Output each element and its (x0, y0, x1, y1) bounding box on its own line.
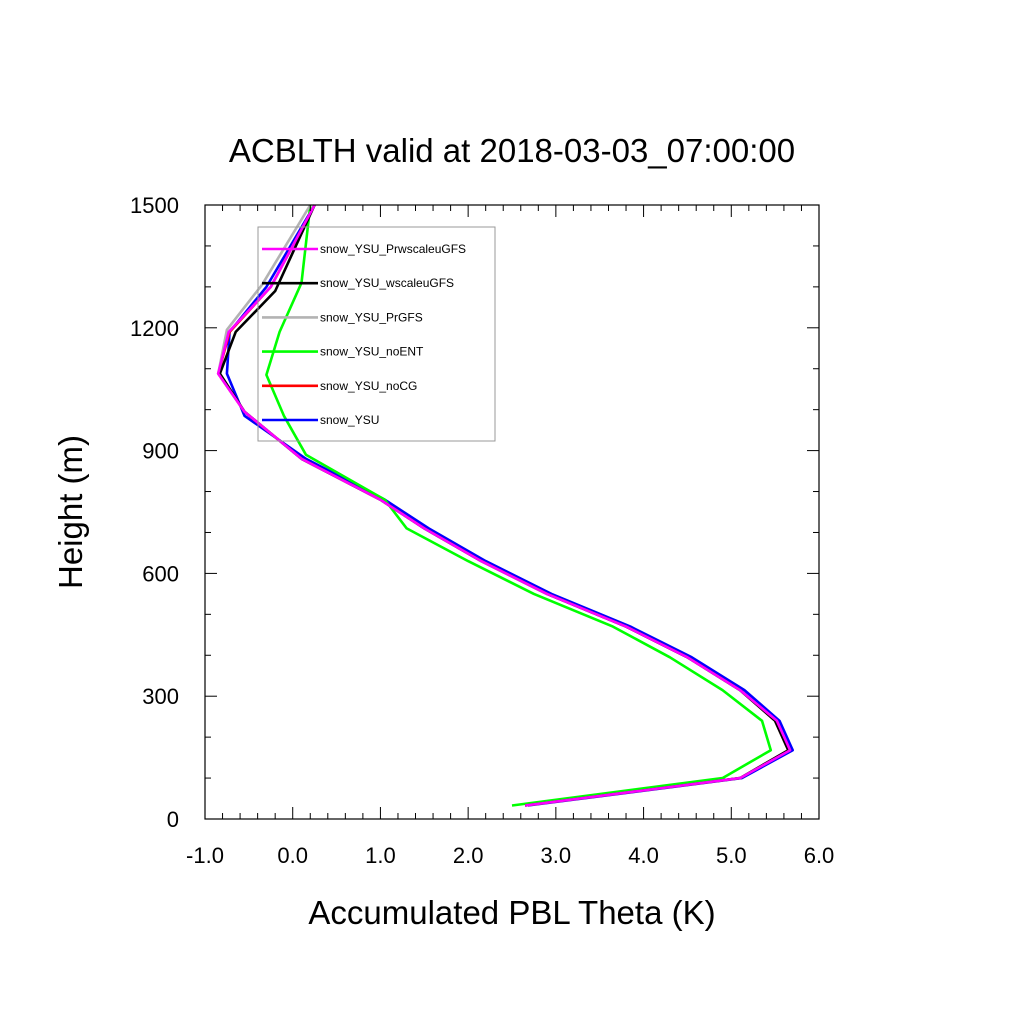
y-tick-label: 1500 (130, 193, 179, 218)
legend-label: snow_YSU_wscaleuGFS (320, 276, 454, 290)
x-tick-label: 4.0 (628, 843, 659, 868)
y-tick-label: 0 (167, 807, 179, 832)
series-layer (216, 204, 794, 807)
legend-box (257, 226, 496, 442)
x-tick-label: 2.0 (453, 843, 484, 868)
x-axis-label: Accumulated PBL Theta (K) (308, 894, 715, 931)
x-tick-label: 3.0 (541, 843, 572, 868)
y-tick-label: 1200 (130, 316, 179, 341)
y-tick-label: 900 (142, 439, 179, 464)
chart-title: ACBLTH valid at 2018-03-03_07:00:00 (229, 132, 795, 169)
y-tick-label: 300 (142, 684, 179, 709)
x-tick-label: 6.0 (804, 843, 835, 868)
series-line-0 (216, 204, 792, 807)
legend-label: snow_YSU (320, 413, 379, 427)
y-axis-label: Height (m) (52, 435, 89, 589)
x-tick-label: 1.0 (365, 843, 396, 868)
plot-frame (204, 204, 820, 820)
legend-label: snow_YSU_noCG (320, 379, 417, 393)
x-tick-label: 0.0 (277, 843, 308, 868)
x-tick-label: -1.0 (186, 843, 224, 868)
legend-label: snow_YSU_PrwscaleuGFS (320, 242, 466, 256)
legend-label: snow_YSU_PrGFS (320, 310, 423, 324)
legend: snow_YSU_PrwscaleuGFS snow_YSU_wscaleuGFS… (257, 226, 496, 442)
y-tick-label: 600 (142, 561, 179, 586)
legend-items: snow_YSU_PrwscaleuGFS snow_YSU_wscaleuGFS… (262, 242, 466, 427)
x-tick-label: 5.0 (716, 843, 747, 868)
y-axis: 0 300 600 900 1200 1500 (130, 193, 819, 832)
legend-label: snow_YSU_noENT (320, 345, 424, 359)
series-line-3 (265, 204, 773, 807)
series-line-5 (225, 204, 794, 807)
x-axis: -1.0 0.0 1.0 2.0 3.0 4.0 5.0 6.0 (186, 205, 834, 868)
